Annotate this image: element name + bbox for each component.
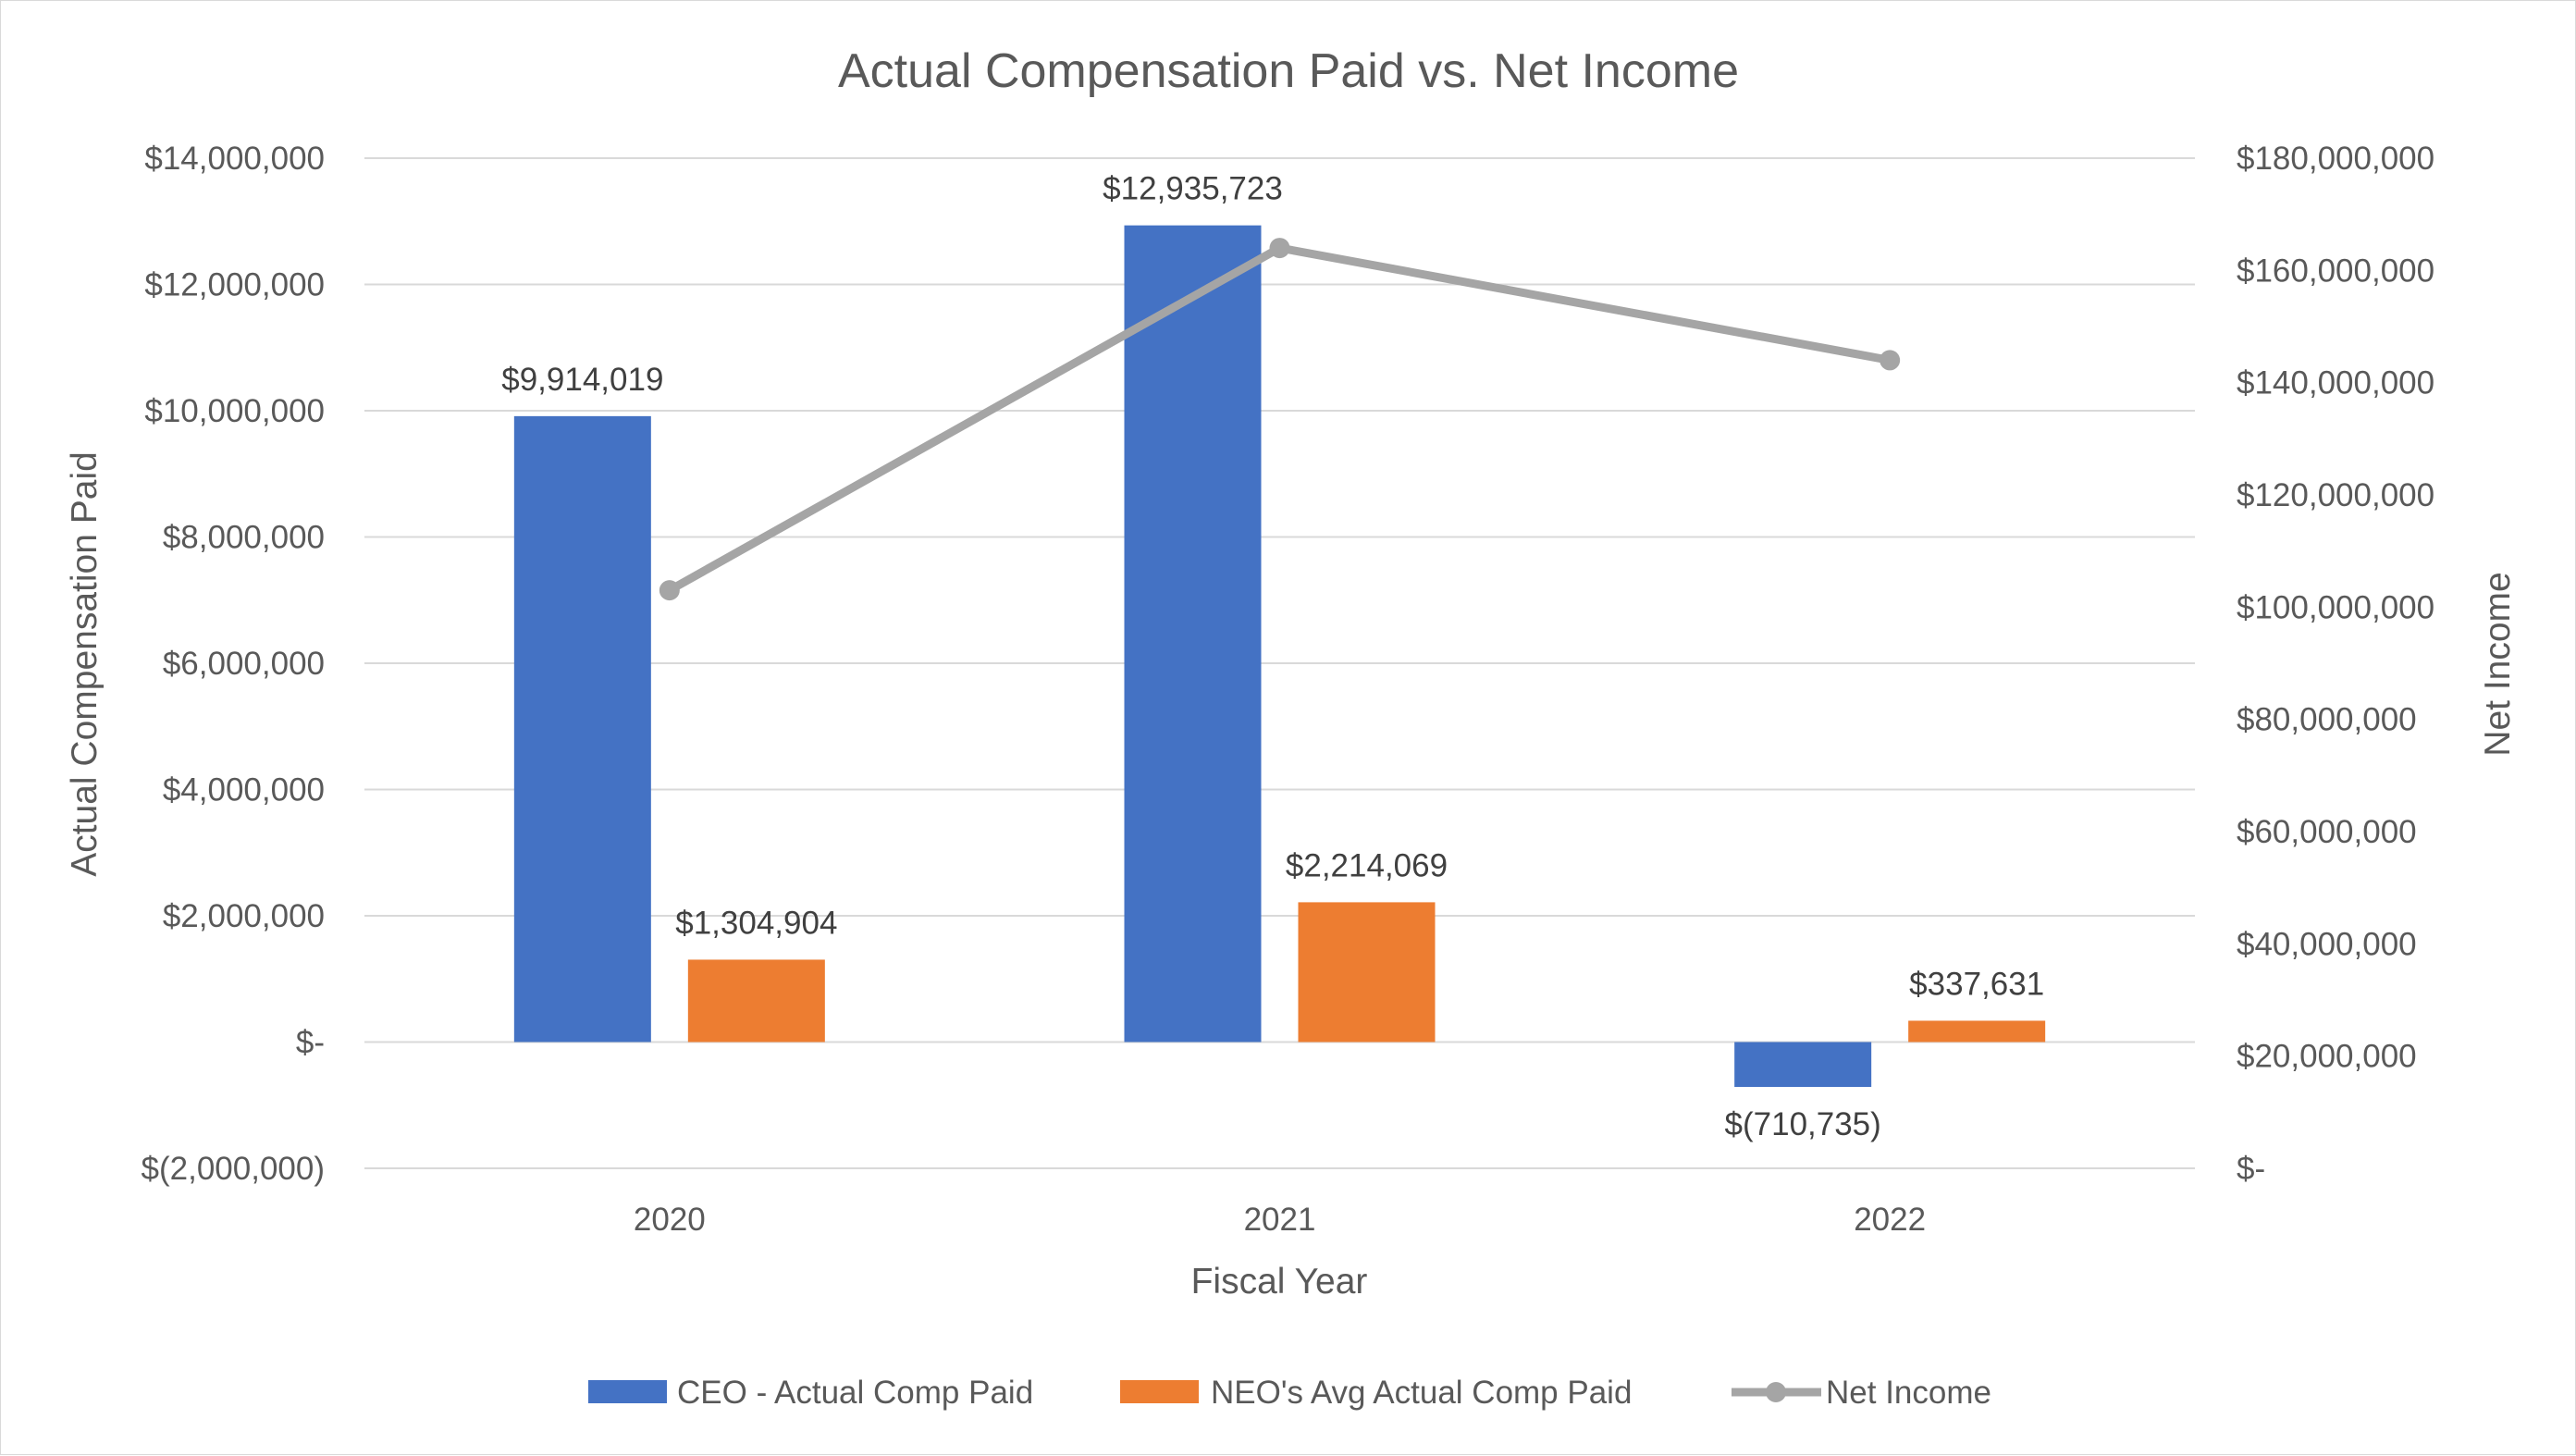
y2-tick-label: $20,000,000	[2237, 1039, 2417, 1075]
data-label: $337,631	[1909, 966, 2044, 1002]
bar-neo-s-avg-actual-comp-paid-2022	[1908, 1020, 2046, 1043]
gridlines	[364, 157, 2195, 1169]
x-axis-ticks: 2020 2021 2022	[634, 1202, 1926, 1238]
legend-item-net-income: Net Income	[1732, 1375, 1991, 1411]
y-tick-label: $8,000,000	[163, 520, 325, 556]
x-tick-label: 2021	[1244, 1202, 1316, 1238]
y-axis-ticks: $14,000,000 $12,000,000 $10,000,000 $8,000,…	[142, 141, 325, 1187]
y2-tick-label: $180,000,000	[2237, 141, 2434, 177]
y-tick-label: $4,000,000	[163, 772, 325, 808]
legend-item-ceo: CEO - Actual Comp Paid	[588, 1375, 1033, 1411]
y-tick-label: $2,000,000	[163, 898, 325, 934]
net-income-marker-2022	[1880, 350, 1901, 371]
y2-tick-label: $160,000,000	[2237, 253, 2434, 289]
net-income-marker-2020	[659, 580, 680, 601]
bar-neo-s-avg-actual-comp-paid-2021	[1298, 902, 1436, 1043]
net-income-line-layer	[659, 238, 1901, 601]
y2-tick-label: $60,000,000	[2237, 814, 2417, 850]
y-tick-label: $6,000,000	[163, 646, 325, 682]
y2-tick-label: $100,000,000	[2237, 589, 2434, 625]
legend-swatch-ceo	[588, 1380, 667, 1403]
y-tick-label: $-	[296, 1025, 325, 1061]
y2-tick-label: $120,000,000	[2237, 477, 2434, 513]
legend-marker-net-income	[1766, 1382, 1786, 1402]
y2-axis-ticks: $180,000,000 $160,000,000 $140,000,000 $120…	[2237, 141, 2434, 1187]
y2-tick-label: $140,000,000	[2237, 365, 2434, 401]
y-tick-label: $(2,000,000)	[142, 1151, 325, 1187]
legend-label-net-income: Net Income	[1826, 1375, 1991, 1411]
bar-ceo-actual-comp-paid-2020	[513, 415, 651, 1043]
y2-axis-title: Net Income	[2478, 572, 2518, 756]
y2-tick-label: $80,000,000	[2237, 702, 2417, 738]
y2-tick-label: $-	[2237, 1151, 2265, 1187]
y-axis-title: Actual Compensation Paid	[65, 451, 105, 877]
data-label: $(710,735)	[1725, 1106, 1881, 1142]
bars	[513, 225, 2046, 1088]
x-tick-label: 2022	[1854, 1202, 1926, 1238]
y2-tick-label: $40,000,000	[2237, 926, 2417, 962]
y-tick-label: $12,000,000	[144, 267, 325, 303]
net-income-line	[665, 243, 1894, 595]
data-label: $9,914,019	[501, 362, 663, 398]
legend-label-ceo: CEO - Actual Comp Paid	[677, 1375, 1033, 1411]
y-tick-label: $14,000,000	[144, 141, 325, 177]
data-label: $12,935,723	[1103, 171, 1283, 207]
data-label: $2,214,069	[1286, 847, 1448, 883]
bar-ceo-actual-comp-paid-2022	[1734, 1042, 1872, 1088]
bar-ceo-actual-comp-paid-2021	[1124, 225, 1262, 1043]
legend-item-neo: NEO's Avg Actual Comp Paid	[1120, 1375, 1632, 1411]
x-axis-title: Fiscal Year	[1191, 1262, 1368, 1302]
bar-neo-s-avg-actual-comp-paid-2020	[687, 959, 825, 1043]
legend-swatch-neo	[1120, 1380, 1199, 1403]
legend-label-neo: NEO's Avg Actual Comp Paid	[1211, 1375, 1632, 1411]
chart-title: Actual Compensation Paid vs. Net Income	[838, 44, 1739, 98]
legend: CEO - Actual Comp Paid NEO's Avg Actual …	[588, 1375, 1991, 1411]
y-tick-label: $10,000,000	[144, 393, 325, 429]
x-tick-label: 2020	[634, 1202, 706, 1238]
data-labels: $9,914,019 $12,935,723 $(710,735) $1,304,90…	[501, 171, 2044, 1142]
net-income-marker-2021	[1269, 238, 1290, 259]
data-label: $1,304,904	[675, 905, 837, 941]
